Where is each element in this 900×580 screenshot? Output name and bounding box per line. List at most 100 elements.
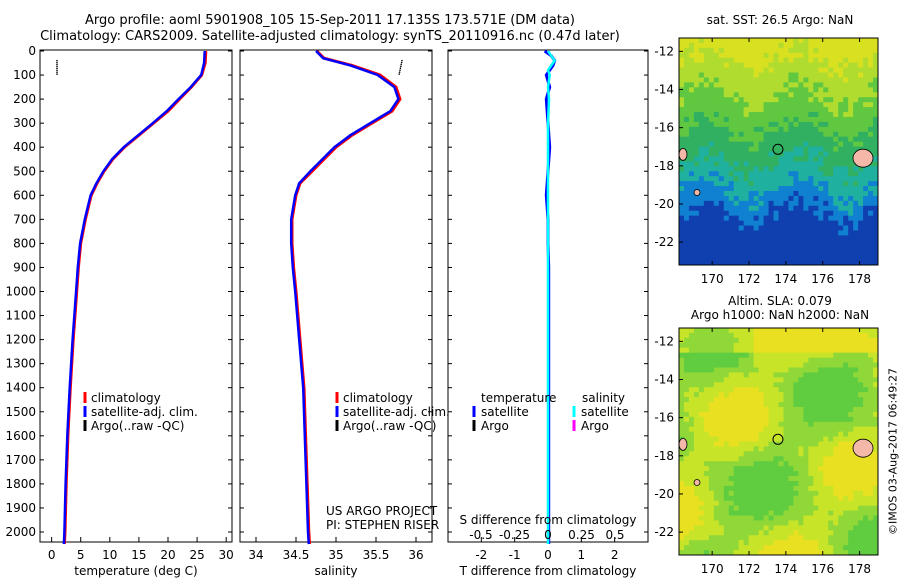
map-cell — [679, 456, 685, 462]
map-cell — [708, 421, 715, 428]
map-cell — [833, 87, 839, 93]
map-cell — [683, 176, 690, 182]
map-cell — [843, 377, 849, 383]
map-cell — [688, 230, 695, 236]
map-cell — [803, 392, 809, 398]
map-cell — [843, 402, 849, 408]
latitude-label: -20 — [654, 487, 674, 501]
map-cell — [833, 181, 839, 187]
map-cell — [828, 431, 834, 438]
map-cell — [843, 367, 849, 373]
map-cell — [748, 342, 755, 349]
map-cell — [788, 480, 794, 487]
map-cell — [763, 171, 770, 177]
map-cell — [863, 195, 869, 202]
map-cell — [818, 446, 824, 452]
map-cell — [798, 545, 804, 551]
map-cell — [828, 416, 834, 423]
map-cell — [863, 205, 869, 212]
map-cell — [868, 62, 874, 69]
map-cell — [848, 141, 854, 148]
map-cell — [853, 67, 859, 74]
map-cell — [733, 436, 740, 442]
map-cell — [743, 131, 750, 138]
map-cell — [858, 540, 864, 546]
map-cell — [763, 166, 770, 172]
map-cell — [703, 387, 710, 393]
map-cell — [823, 255, 829, 261]
map-cell — [683, 136, 690, 143]
map-cell — [733, 250, 740, 256]
map-cell — [723, 382, 730, 388]
map-cell — [753, 520, 760, 526]
map-cell — [803, 82, 809, 88]
map-cell — [853, 357, 859, 364]
map-cell — [803, 181, 809, 187]
map-cell — [823, 136, 829, 143]
map-cell — [788, 42, 794, 49]
map-cell — [723, 476, 730, 482]
map-cell — [758, 530, 765, 536]
map-cell — [713, 451, 720, 457]
map-cell — [788, 260, 794, 266]
map-cell — [743, 362, 750, 368]
map-cell — [758, 352, 765, 359]
map-cell — [843, 250, 849, 256]
map-cell — [763, 97, 770, 103]
map-cell — [778, 490, 784, 497]
map-cell — [753, 52, 760, 59]
map-cell — [768, 240, 775, 246]
map-cell — [793, 476, 799, 482]
map-cell — [688, 255, 695, 261]
map-cell — [683, 387, 690, 393]
map-cell — [758, 387, 765, 393]
map-cell — [863, 332, 869, 339]
map-cell — [758, 176, 765, 182]
map-cell — [783, 337, 789, 344]
map-cell — [688, 426, 695, 433]
map-cell — [763, 52, 770, 59]
map-cell — [723, 47, 730, 54]
map-cell — [773, 476, 779, 482]
map-cell — [868, 38, 874, 44]
map-cell — [828, 186, 834, 192]
map-cell — [793, 461, 799, 467]
map-cell — [698, 510, 705, 517]
map-cell — [758, 456, 765, 462]
map-cell — [808, 176, 814, 182]
map-cell — [873, 205, 879, 212]
map-cell — [813, 126, 819, 133]
map-cell — [838, 215, 844, 222]
map-cell — [679, 250, 685, 256]
map-cell — [768, 52, 775, 59]
map-cell — [848, 387, 854, 393]
map-cell — [738, 416, 745, 423]
map-cell — [693, 215, 700, 222]
map-cell — [783, 466, 789, 472]
map-cell — [798, 332, 804, 339]
map-cell — [783, 205, 789, 212]
map-cell — [683, 250, 690, 256]
map-cell — [793, 352, 799, 359]
map-cell — [813, 372, 819, 378]
map-cell — [853, 520, 859, 526]
map-cell — [803, 240, 809, 246]
map-cell — [853, 82, 859, 88]
map-cell — [679, 480, 685, 487]
map-cell — [708, 92, 715, 98]
map-cell — [688, 530, 695, 536]
map-cell — [703, 245, 710, 251]
map-cell — [738, 230, 745, 236]
map-cell — [738, 342, 745, 349]
map-cell — [753, 357, 760, 364]
map-cell — [813, 230, 819, 236]
latitude-label: -16 — [654, 411, 674, 425]
map-cell — [693, 411, 700, 418]
map-cell — [713, 406, 720, 413]
map-cell — [773, 406, 779, 413]
map-cell — [828, 151, 834, 157]
map-cell — [763, 421, 770, 428]
map-cell — [778, 146, 784, 152]
map-cell — [723, 515, 730, 521]
map-cell — [748, 112, 755, 118]
